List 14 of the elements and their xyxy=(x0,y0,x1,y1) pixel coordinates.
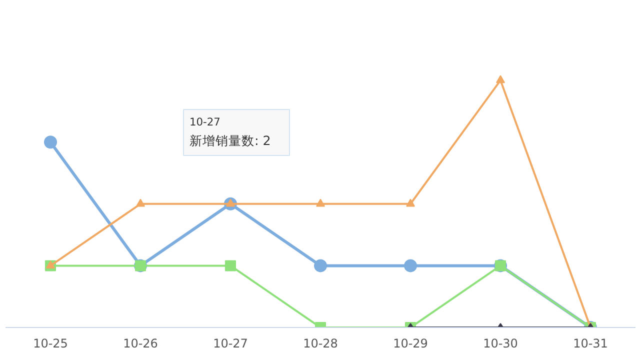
x-tick-label: 10-26 xyxy=(123,336,158,350)
point xyxy=(136,198,145,207)
x-tick-label: 10-30 xyxy=(483,336,518,350)
x-tick-label: 10-31 xyxy=(573,336,608,350)
annotation: 10-27 xyxy=(190,116,220,128)
x-tick-label: 10-29 xyxy=(393,336,428,350)
x-tick-label: 10-28 xyxy=(303,336,338,350)
annotation: 新增销量数: 2 xyxy=(190,133,271,148)
point xyxy=(406,198,415,207)
point xyxy=(44,136,57,149)
x-tick-label: 10-27 xyxy=(213,336,248,350)
x-tick-label: 10-25 xyxy=(33,336,68,350)
point xyxy=(46,260,55,269)
point xyxy=(316,198,325,207)
